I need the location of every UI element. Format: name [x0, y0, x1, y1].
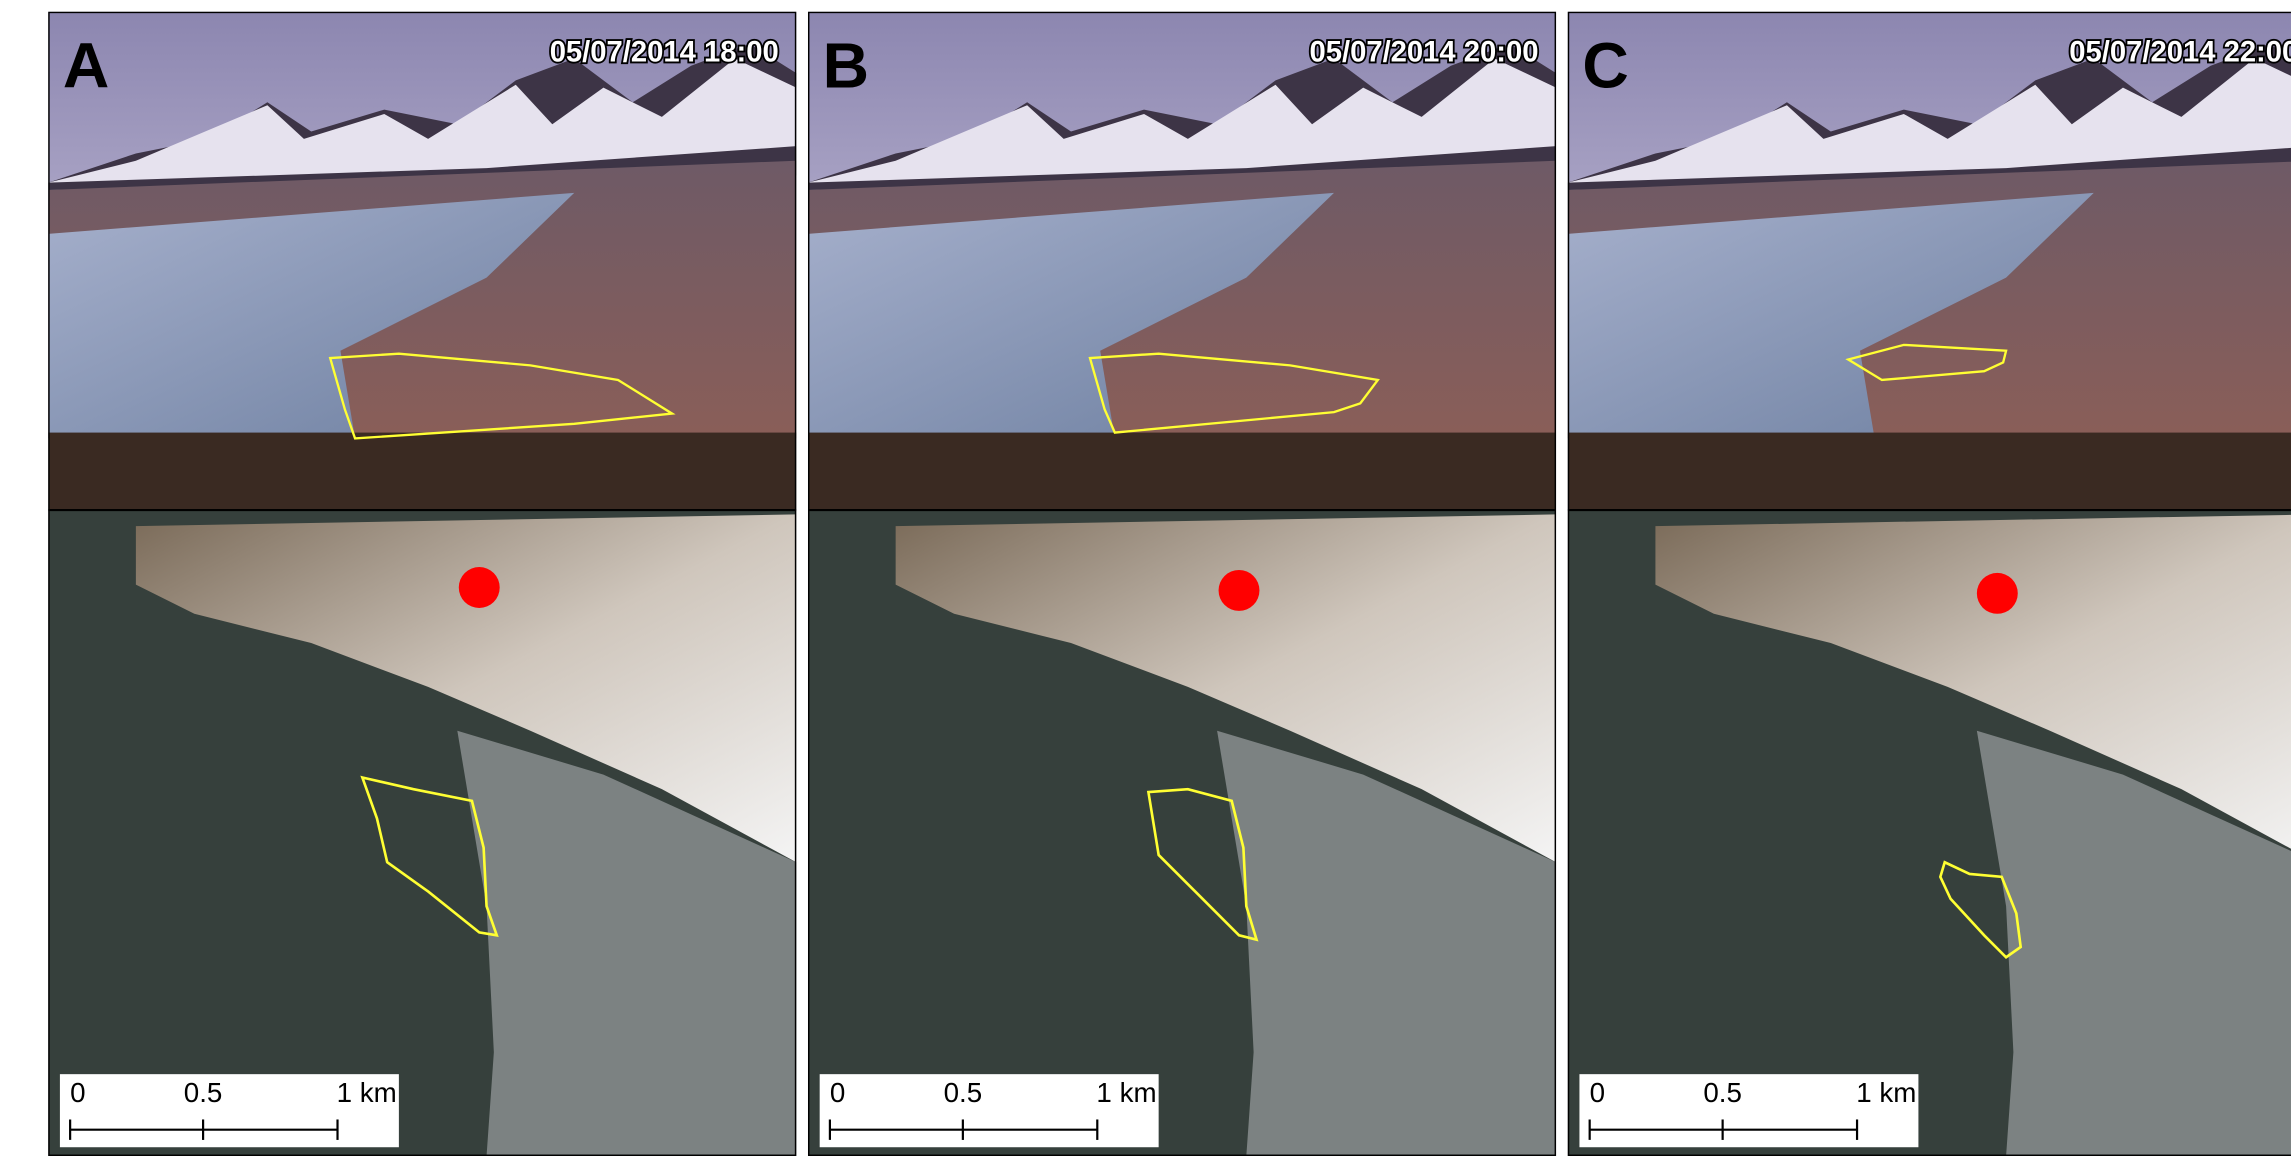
panel-label: C — [1582, 30, 1628, 102]
panel: C 05/07/2014 22:00 0 0.5 1 km — [1568, 12, 2291, 1156]
station-dot — [1977, 573, 2018, 614]
scale-label: 1 km — [1856, 1077, 1916, 1108]
station-dot — [1219, 570, 1260, 611]
scale-label: 1 km — [337, 1077, 397, 1108]
ground — [1568, 433, 2291, 510]
panel-label: B — [823, 30, 869, 102]
scale-label: 0 — [830, 1077, 845, 1108]
scale-label: 1 km — [1096, 1077, 1156, 1108]
scale-label: 0 — [70, 1077, 85, 1108]
ground — [48, 433, 796, 510]
timestamp: 05/07/2014 18:00 — [550, 36, 779, 68]
timestamp: 05/07/2014 22:00 — [2069, 36, 2291, 68]
timestamp: 05/07/2014 20:00 — [1309, 36, 1538, 68]
panel: B 05/07/2014 20:00 0 0.5 1 km — [808, 12, 1556, 1156]
scale-label: 0.5 — [184, 1077, 223, 1108]
ground — [808, 433, 1556, 510]
panel: A 05/07/2014 18:00 0 0.5 1 km — [48, 12, 796, 1156]
station-dot — [459, 567, 500, 608]
scale-label: 0 — [1590, 1077, 1605, 1108]
figure: A 05/07/2014 18:00 0 0.5 1 km B 05/07/2014 20:… — [0, 0, 2291, 1156]
scale-label: 0.5 — [944, 1077, 983, 1108]
panel-label: A — [63, 30, 109, 102]
scale-label: 0.5 — [1703, 1077, 1742, 1108]
